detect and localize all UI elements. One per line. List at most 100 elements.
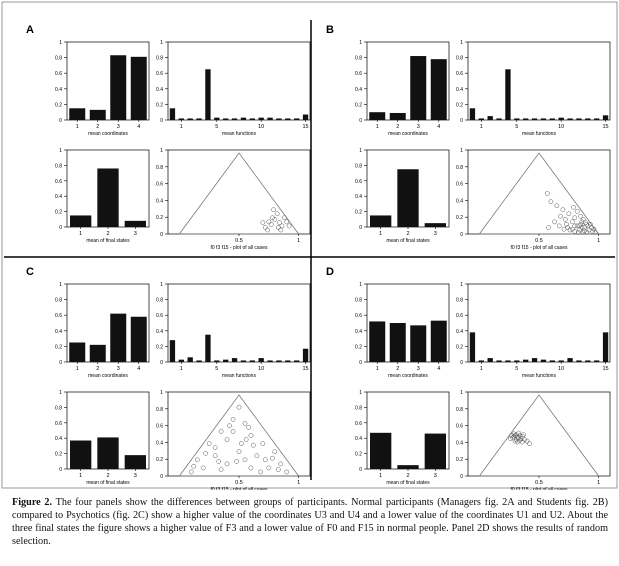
mean-functions-bar — [169, 108, 176, 120]
y-tick-label: 0 — [59, 225, 62, 231]
y-tick-label: 0.8 — [55, 298, 62, 304]
simplex-point — [570, 226, 575, 232]
y-tick-label: 0.4 — [456, 440, 463, 446]
simplex-point — [230, 429, 236, 434]
simplex-point — [258, 469, 263, 475]
x-tick-label: 3 — [434, 231, 437, 237]
mean-coordinates-bar — [389, 112, 406, 120]
y-tick-label: 0.8 — [55, 56, 62, 62]
x-tick-label: 15 — [603, 124, 609, 130]
y-tick-label: 0.2 — [156, 344, 163, 350]
simplex-triangle — [478, 152, 600, 235]
y-tick-label: 0.4 — [156, 87, 163, 93]
y-tick-label: 0.6 — [55, 421, 62, 427]
mean-functions-bar — [523, 359, 529, 362]
mean-functions-bar — [187, 118, 193, 120]
x-tick-label: 3 — [434, 473, 437, 479]
y-tick-label: 1 — [460, 390, 463, 396]
mean-functions-bar — [487, 116, 493, 120]
y-tick-label: 0 — [460, 474, 463, 480]
x-tick-label: 2 — [396, 366, 399, 372]
simplex-point — [216, 459, 222, 464]
mean-coordinates-bar — [89, 109, 106, 120]
mean-coordinates-xlabel: mean coordinates — [88, 373, 128, 379]
mean-coordinates-bar — [369, 321, 386, 362]
y-tick-label: 0.6 — [355, 71, 362, 77]
mean-functions-frame — [467, 41, 611, 121]
simplex-point — [548, 199, 554, 204]
simplex-point — [234, 459, 239, 464]
mean-final-states-bar — [97, 168, 119, 227]
mean-coordinates-bar — [130, 316, 147, 362]
mean-final-states-bar — [124, 220, 146, 227]
simplex-point — [592, 230, 598, 235]
simplex-point — [278, 461, 284, 467]
mean-functions-bar — [585, 118, 591, 120]
mean-functions-bar — [487, 358, 493, 362]
mean-functions-bar — [223, 118, 229, 120]
mean-functions-bar — [178, 359, 184, 362]
simplex-point — [200, 465, 206, 471]
simplex-frame — [167, 391, 311, 477]
simplex-point — [527, 441, 532, 446]
y-tick-label: 0.8 — [55, 163, 62, 169]
simplex-point — [250, 442, 256, 448]
mean-functions-xlabel: mean functions — [522, 373, 556, 379]
y-tick-label: 0.6 — [456, 182, 463, 188]
x-tick-label: 1 — [79, 473, 82, 479]
mean-functions-bar — [576, 360, 582, 362]
y-tick-label: 1 — [460, 40, 463, 46]
y-tick-label: 0.8 — [55, 405, 62, 411]
mean-functions-bar — [267, 117, 273, 120]
simplex-point — [544, 191, 550, 196]
mean-coordinates-bar — [430, 320, 447, 362]
x-tick-label: 1 — [297, 238, 300, 244]
x-tick-label: 0.5 — [235, 238, 243, 244]
simplex-point — [511, 433, 517, 439]
y-tick-label: 0 — [460, 232, 463, 238]
y-tick-label: 1 — [59, 390, 62, 396]
y-tick-label: 0.6 — [55, 179, 62, 185]
mean-functions-bar — [496, 118, 502, 120]
simplex-point — [572, 223, 578, 229]
simplex-point — [584, 230, 590, 235]
mean-functions-bar — [549, 360, 555, 362]
y-tick-label: 0.4 — [55, 436, 62, 442]
y-tick-label: 1 — [359, 148, 362, 154]
figure-frame — [1, 1, 618, 489]
mean-functions-xlabel: mean functions — [222, 373, 256, 379]
simplex-point — [516, 435, 522, 441]
x-tick-label: 1 — [180, 124, 183, 130]
simplex-point — [587, 221, 593, 227]
mean-functions-bar — [558, 360, 564, 362]
y-tick-label: 0.6 — [55, 313, 62, 319]
simplex-point — [521, 432, 526, 438]
y-tick-label: 0.6 — [156, 313, 163, 319]
simplex-point — [239, 441, 244, 446]
simplex-point — [227, 423, 232, 429]
y-tick-label: 0.2 — [456, 215, 463, 221]
simplex-point — [212, 453, 218, 459]
x-tick-label: 4 — [437, 124, 440, 130]
y-tick-label: 0 — [59, 360, 62, 366]
y-tick-label: 0.4 — [355, 87, 362, 93]
figure-2: A 0 0.2 0.4 0.6 0.8 1 1 2 3 4 mean coordinates 0 0.2 0… — [1, 1, 618, 490]
mean-coordinates-bar — [69, 342, 86, 362]
simplex-point — [266, 219, 272, 225]
panel-d: D 0 0.2 0.4 0.6 0.8 1 1 2 3 4 mean coordinates 0 0.2 0… — [326, 266, 611, 490]
simplex-point — [578, 221, 584, 227]
panel-label: C — [26, 266, 34, 278]
y-tick-label: 0.4 — [355, 329, 362, 335]
y-tick-label: 0.2 — [156, 102, 163, 108]
mean-functions-bar — [523, 118, 529, 120]
simplex-triangle — [478, 394, 600, 477]
y-tick-label: 0.4 — [355, 436, 362, 442]
mean-functions-bar — [285, 360, 291, 362]
mean-coordinates-frame — [66, 41, 150, 121]
mean-functions-bar — [302, 348, 309, 362]
y-tick-label: 0.6 — [156, 424, 163, 430]
x-tick-label: 1 — [597, 238, 600, 244]
mean-functions-bar — [205, 334, 211, 362]
mean-functions-bar — [514, 360, 520, 362]
y-tick-label: 0.8 — [355, 405, 362, 411]
